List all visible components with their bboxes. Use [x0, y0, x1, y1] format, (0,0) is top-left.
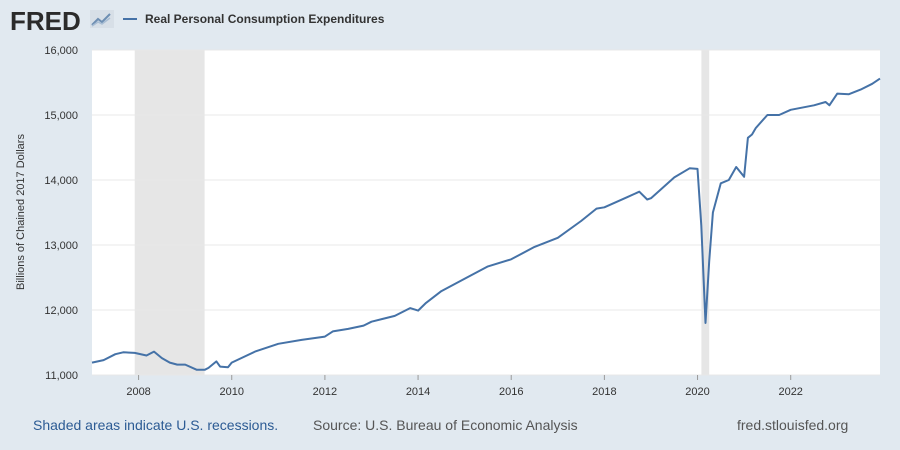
- grid-layer: [92, 49, 880, 376]
- chart-legend[interactable]: Real Personal Consumption Expenditures: [123, 12, 384, 26]
- y-tick-label: 13,000: [44, 240, 78, 252]
- chart: 11,000 12,000 13,000 14,000 15,000 16,000 2008…: [15, 45, 881, 398]
- line-chart-icon: [90, 10, 114, 28]
- legend-series-label: Real Personal Consumption Expenditures: [145, 12, 385, 26]
- legend-swatch: [123, 18, 137, 20]
- fred-logo[interactable]: FRED: [10, 6, 81, 36]
- y-tick-label: 14,000: [44, 175, 78, 187]
- recession-note: Shaded areas indicate U.S. recessions.: [33, 417, 279, 433]
- x-tick-label: 2012: [313, 386, 337, 398]
- y-tick-label: 15,000: [44, 110, 78, 122]
- y-tick-label: 16,000: [44, 45, 78, 57]
- source-url[interactable]: fred.stlouisfed.org: [737, 417, 849, 433]
- plot-area: [92, 50, 880, 375]
- x-tick-label: 2020: [685, 386, 709, 398]
- y-tick-label: 11,000: [45, 370, 78, 382]
- footer: Shaded areas indicate U.S. recessions. S…: [0, 412, 900, 440]
- y-tick-label: 12,000: [44, 305, 78, 317]
- recession-layer: [134, 50, 710, 375]
- x-tick-label: 2016: [499, 386, 523, 398]
- series-layer: [91, 77, 881, 371]
- x-tick-label: 2010: [219, 386, 243, 398]
- x-tick-label: 2022: [778, 386, 802, 398]
- tick-layer: 11,000 12,000 13,000 14,000 15,000 16,000 2008…: [44, 45, 803, 398]
- source-credit: Source: U.S. Bureau of Economic Analysis: [313, 417, 578, 433]
- series-line-0[interactable]: [91, 77, 881, 371]
- y-axis-title: Billions of Chained 2017 Dollars: [15, 134, 27, 290]
- x-tick-label: 2018: [592, 386, 616, 398]
- recession-band-0: [134, 50, 205, 375]
- x-tick-label: 2008: [126, 386, 150, 398]
- recession-band-1: [701, 50, 710, 375]
- header: FRED Real Personal Consumption Expenditu…: [0, 0, 900, 40]
- x-tick-label: 2014: [406, 386, 430, 398]
